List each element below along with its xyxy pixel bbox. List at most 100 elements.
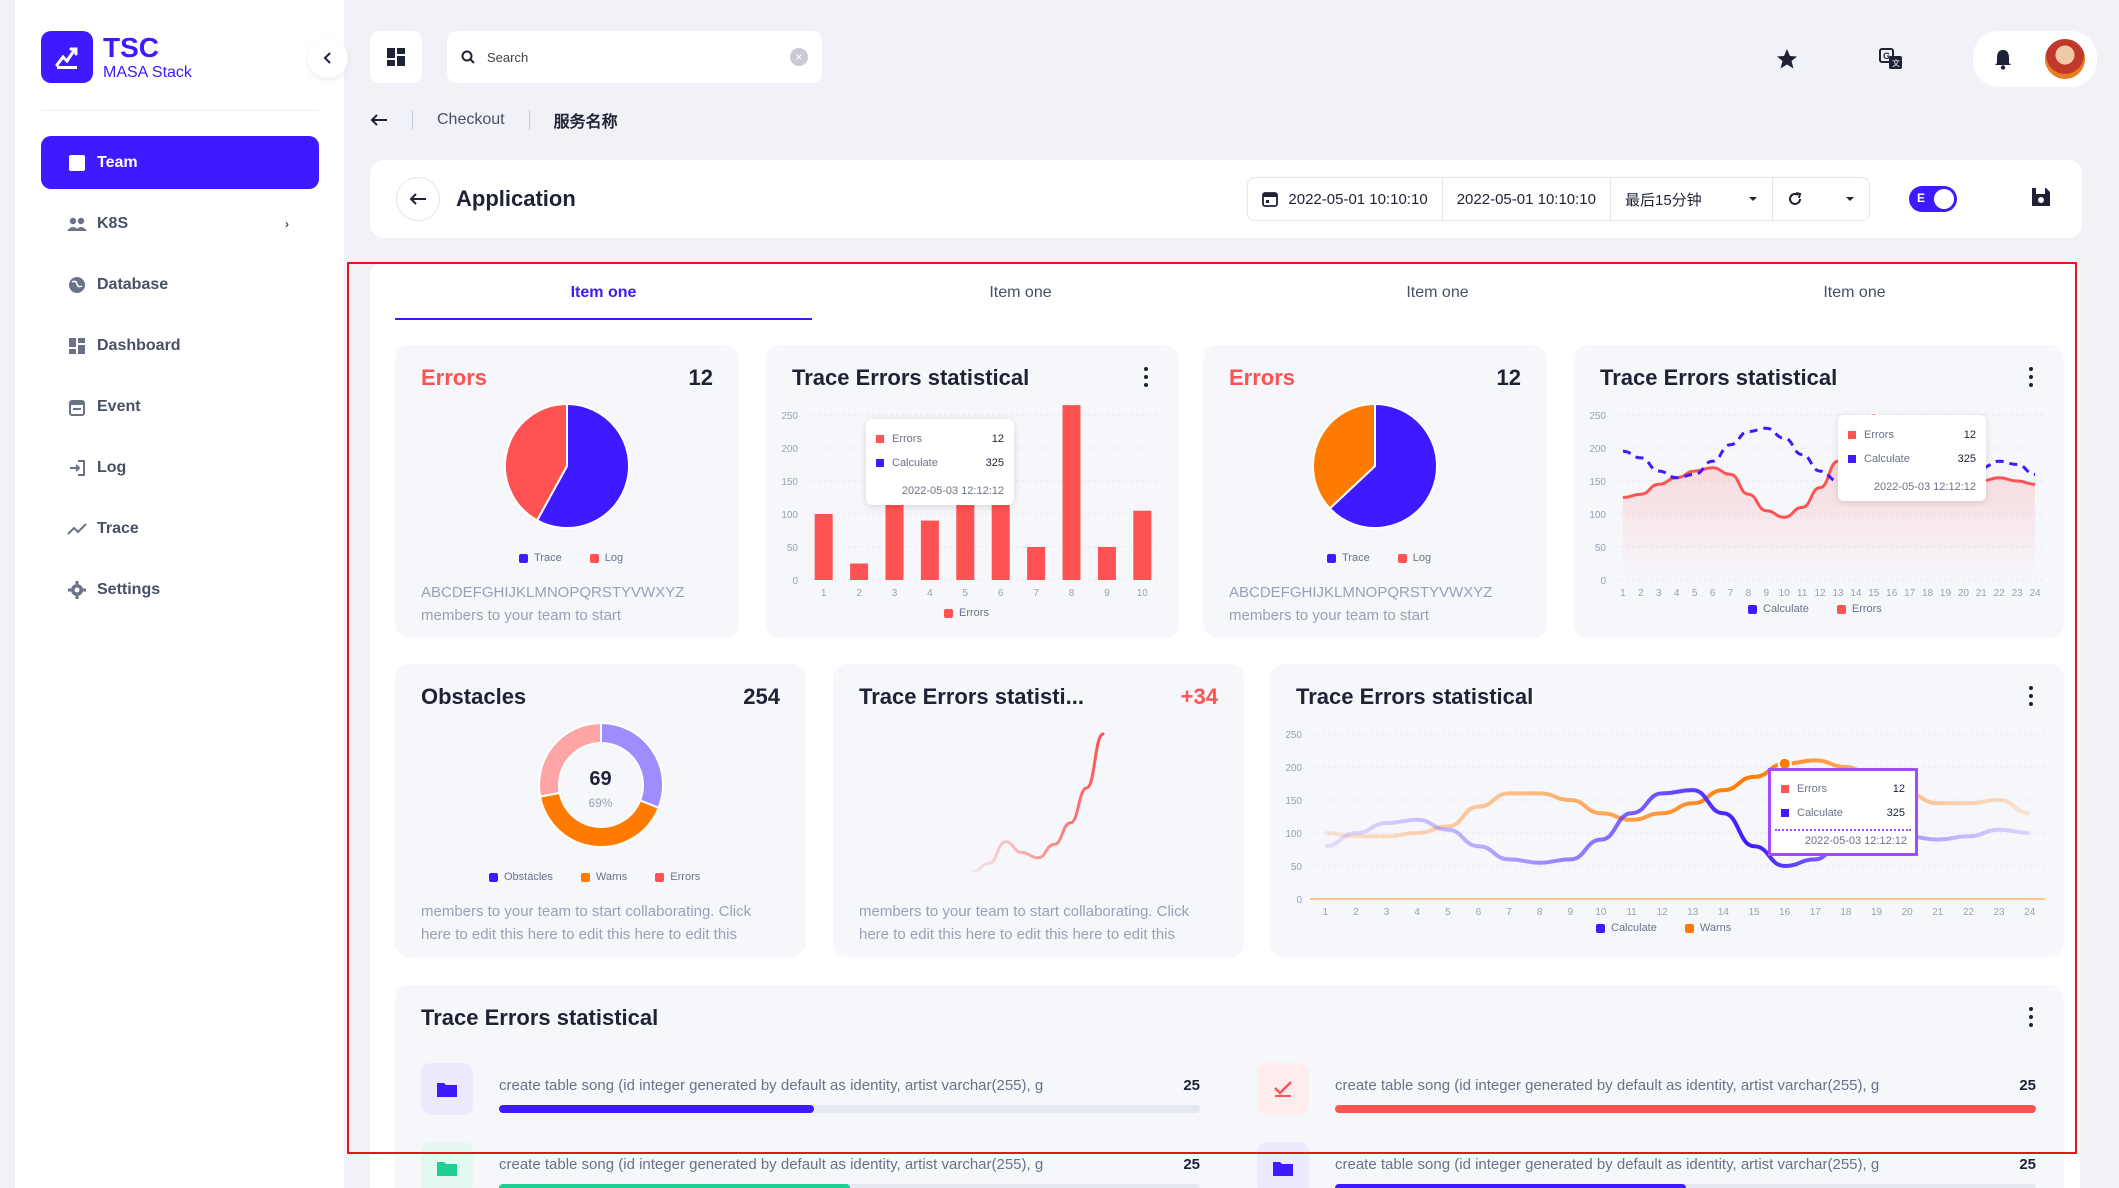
date-end-field[interactable]: 2022-05-01 10:10:10 xyxy=(1443,178,1611,220)
card-title: Trace Errors statistical xyxy=(1296,684,1534,709)
card-description: here to edit this here to edit this here… xyxy=(859,926,1176,943)
selection-highlight xyxy=(347,262,2077,1154)
y-tick-label: 50 xyxy=(787,543,799,554)
clear-search-icon[interactable]: × xyxy=(790,48,808,66)
x-tick-label: 4 xyxy=(927,588,933,599)
app-subtitle: MASA Stack xyxy=(103,63,192,81)
x-tick-label: 4 xyxy=(1674,588,1680,599)
x-tick-label: 6 xyxy=(998,588,1004,599)
sidebar-item-event[interactable]: Event xyxy=(41,380,319,433)
app-logo[interactable]: TSC MASA Stack xyxy=(41,31,192,83)
x-tick-label: 1 xyxy=(1323,907,1329,918)
tab-item-3[interactable]: Item one xyxy=(1406,284,1469,301)
date-start: 2022-05-01 10:10:10 xyxy=(1288,190,1428,208)
y-tick-label: 100 xyxy=(1589,510,1606,521)
x-tick-label: 24 xyxy=(2024,907,2036,918)
x-tick-label: 20 xyxy=(1902,907,1914,918)
trend-icon xyxy=(67,519,87,539)
x-tick-label: 10 xyxy=(1779,588,1791,599)
legend-item: Warns xyxy=(580,871,627,883)
arrow-left-icon xyxy=(409,193,426,205)
sidebar-item-label: Log xyxy=(97,458,127,476)
donut-chart xyxy=(538,721,664,848)
obstacles-card: Obstacles 254 69 69% Obstacles Warns Err… xyxy=(395,664,806,957)
sidebar-item-team[interactable]: Team xyxy=(41,136,319,189)
range-select[interactable]: 最后15分钟 xyxy=(1611,178,1773,220)
list-item[interactable]: create table song (id integer generated … xyxy=(421,1142,1200,1188)
bar xyxy=(850,563,869,580)
breadcrumb-item[interactable]: Checkout xyxy=(437,111,505,128)
list-item[interactable]: create table song (id integer generated … xyxy=(1257,1142,2036,1188)
y-tick-label: 200 xyxy=(1285,763,1302,774)
tab-item-1[interactable]: Item one xyxy=(395,266,812,320)
x-tick-label: 7 xyxy=(1728,588,1734,599)
sidebar-item-database[interactable]: Database xyxy=(41,258,319,311)
pie-slice-trace xyxy=(535,402,630,529)
search-input[interactable] xyxy=(487,49,790,65)
mode-toggle[interactable]: E xyxy=(1909,186,1957,212)
card-description: members to your team to start xyxy=(421,607,622,624)
list-item[interactable]: create table song (id integer generated … xyxy=(421,1063,1200,1123)
arrow-left-icon[interactable] xyxy=(370,113,388,127)
x-tick-label: 5 xyxy=(1692,588,1698,599)
x-tick-label: 8 xyxy=(1069,588,1075,599)
more-options-icon[interactable] xyxy=(2024,365,2038,389)
card-description: members to your team to start xyxy=(1229,607,1430,624)
more-options-icon[interactable] xyxy=(1139,365,1153,389)
bar xyxy=(991,500,1010,580)
x-tick-label: 16 xyxy=(1886,588,1898,599)
calendar-icon xyxy=(67,397,87,417)
bar xyxy=(1097,547,1116,580)
svg-text:文: 文 xyxy=(1892,58,1900,68)
sidebar-item-k8s[interactable]: K8S › xyxy=(41,197,319,250)
legend-item: Errors xyxy=(655,871,700,883)
sidebar-item-settings[interactable]: Settings xyxy=(41,563,319,616)
item-value: 25 xyxy=(2019,1156,2036,1173)
x-tick-label: 17 xyxy=(1904,588,1916,599)
x-tick-label: 8 xyxy=(1537,907,1543,918)
user-menu[interactable] xyxy=(2033,31,2097,87)
x-tick-label: 18 xyxy=(1840,907,1852,918)
x-tick-label: 19 xyxy=(1871,907,1883,918)
x-tick-label: 16 xyxy=(1779,907,1791,918)
pie-slice-log xyxy=(504,402,568,522)
x-tick-label: 12 xyxy=(1657,907,1669,918)
refresh-icon xyxy=(1789,192,1802,205)
apps-grid-button[interactable] xyxy=(370,31,422,83)
sidebar-item-label: Team xyxy=(97,153,138,171)
avatar[interactable] xyxy=(2043,37,2087,81)
more-options-icon[interactable] xyxy=(2024,1005,2038,1029)
y-tick-label: 50 xyxy=(1291,862,1303,873)
sidebar-item-label: Dashboard xyxy=(97,336,181,354)
search-bar: × xyxy=(447,31,822,83)
progress-track xyxy=(499,1184,1200,1188)
x-tick-label: 11 xyxy=(1626,907,1637,918)
sidebar-item-log[interactable]: Log xyxy=(41,441,319,494)
y-tick-label: 150 xyxy=(781,477,798,488)
legend-item: Warns xyxy=(1684,922,1731,934)
trace-line-card: Trace Errors statistical 0 50 100 150 200 250… xyxy=(1574,345,2064,638)
x-tick-label: 5 xyxy=(963,588,969,599)
more-options-icon[interactable] xyxy=(2024,684,2038,708)
refresh-select[interactable] xyxy=(1773,178,1869,220)
tab-item-4[interactable]: Item one xyxy=(1823,284,1886,301)
bar xyxy=(920,520,939,580)
date-range-picker[interactable]: 2022-05-01 10:10:10 xyxy=(1248,178,1443,220)
collapse-sidebar-button[interactable] xyxy=(308,38,348,78)
x-tick-label: 23 xyxy=(2012,588,2024,599)
back-button[interactable] xyxy=(396,177,440,221)
grid-icon xyxy=(387,48,405,66)
list-item[interactable]: create table song (id integer generated … xyxy=(1257,1063,2036,1123)
notifications-button[interactable] xyxy=(1973,31,2033,87)
save-button[interactable] xyxy=(2030,186,2056,212)
item-value: 25 xyxy=(1183,1077,1200,1094)
chart-legend: Calculate Errors xyxy=(1734,603,1896,615)
tab-bar: Item one Item one Item one Item one xyxy=(395,266,2063,320)
progress-track xyxy=(499,1105,1200,1113)
favorite-button[interactable] xyxy=(1761,33,1813,85)
tab-item-2[interactable]: Item one xyxy=(989,284,1052,301)
sidebar-item-dashboard[interactable]: Dashboard xyxy=(41,319,319,372)
sidebar-item-trace[interactable]: Trace xyxy=(41,502,319,555)
sparkline-chart xyxy=(971,732,1105,873)
